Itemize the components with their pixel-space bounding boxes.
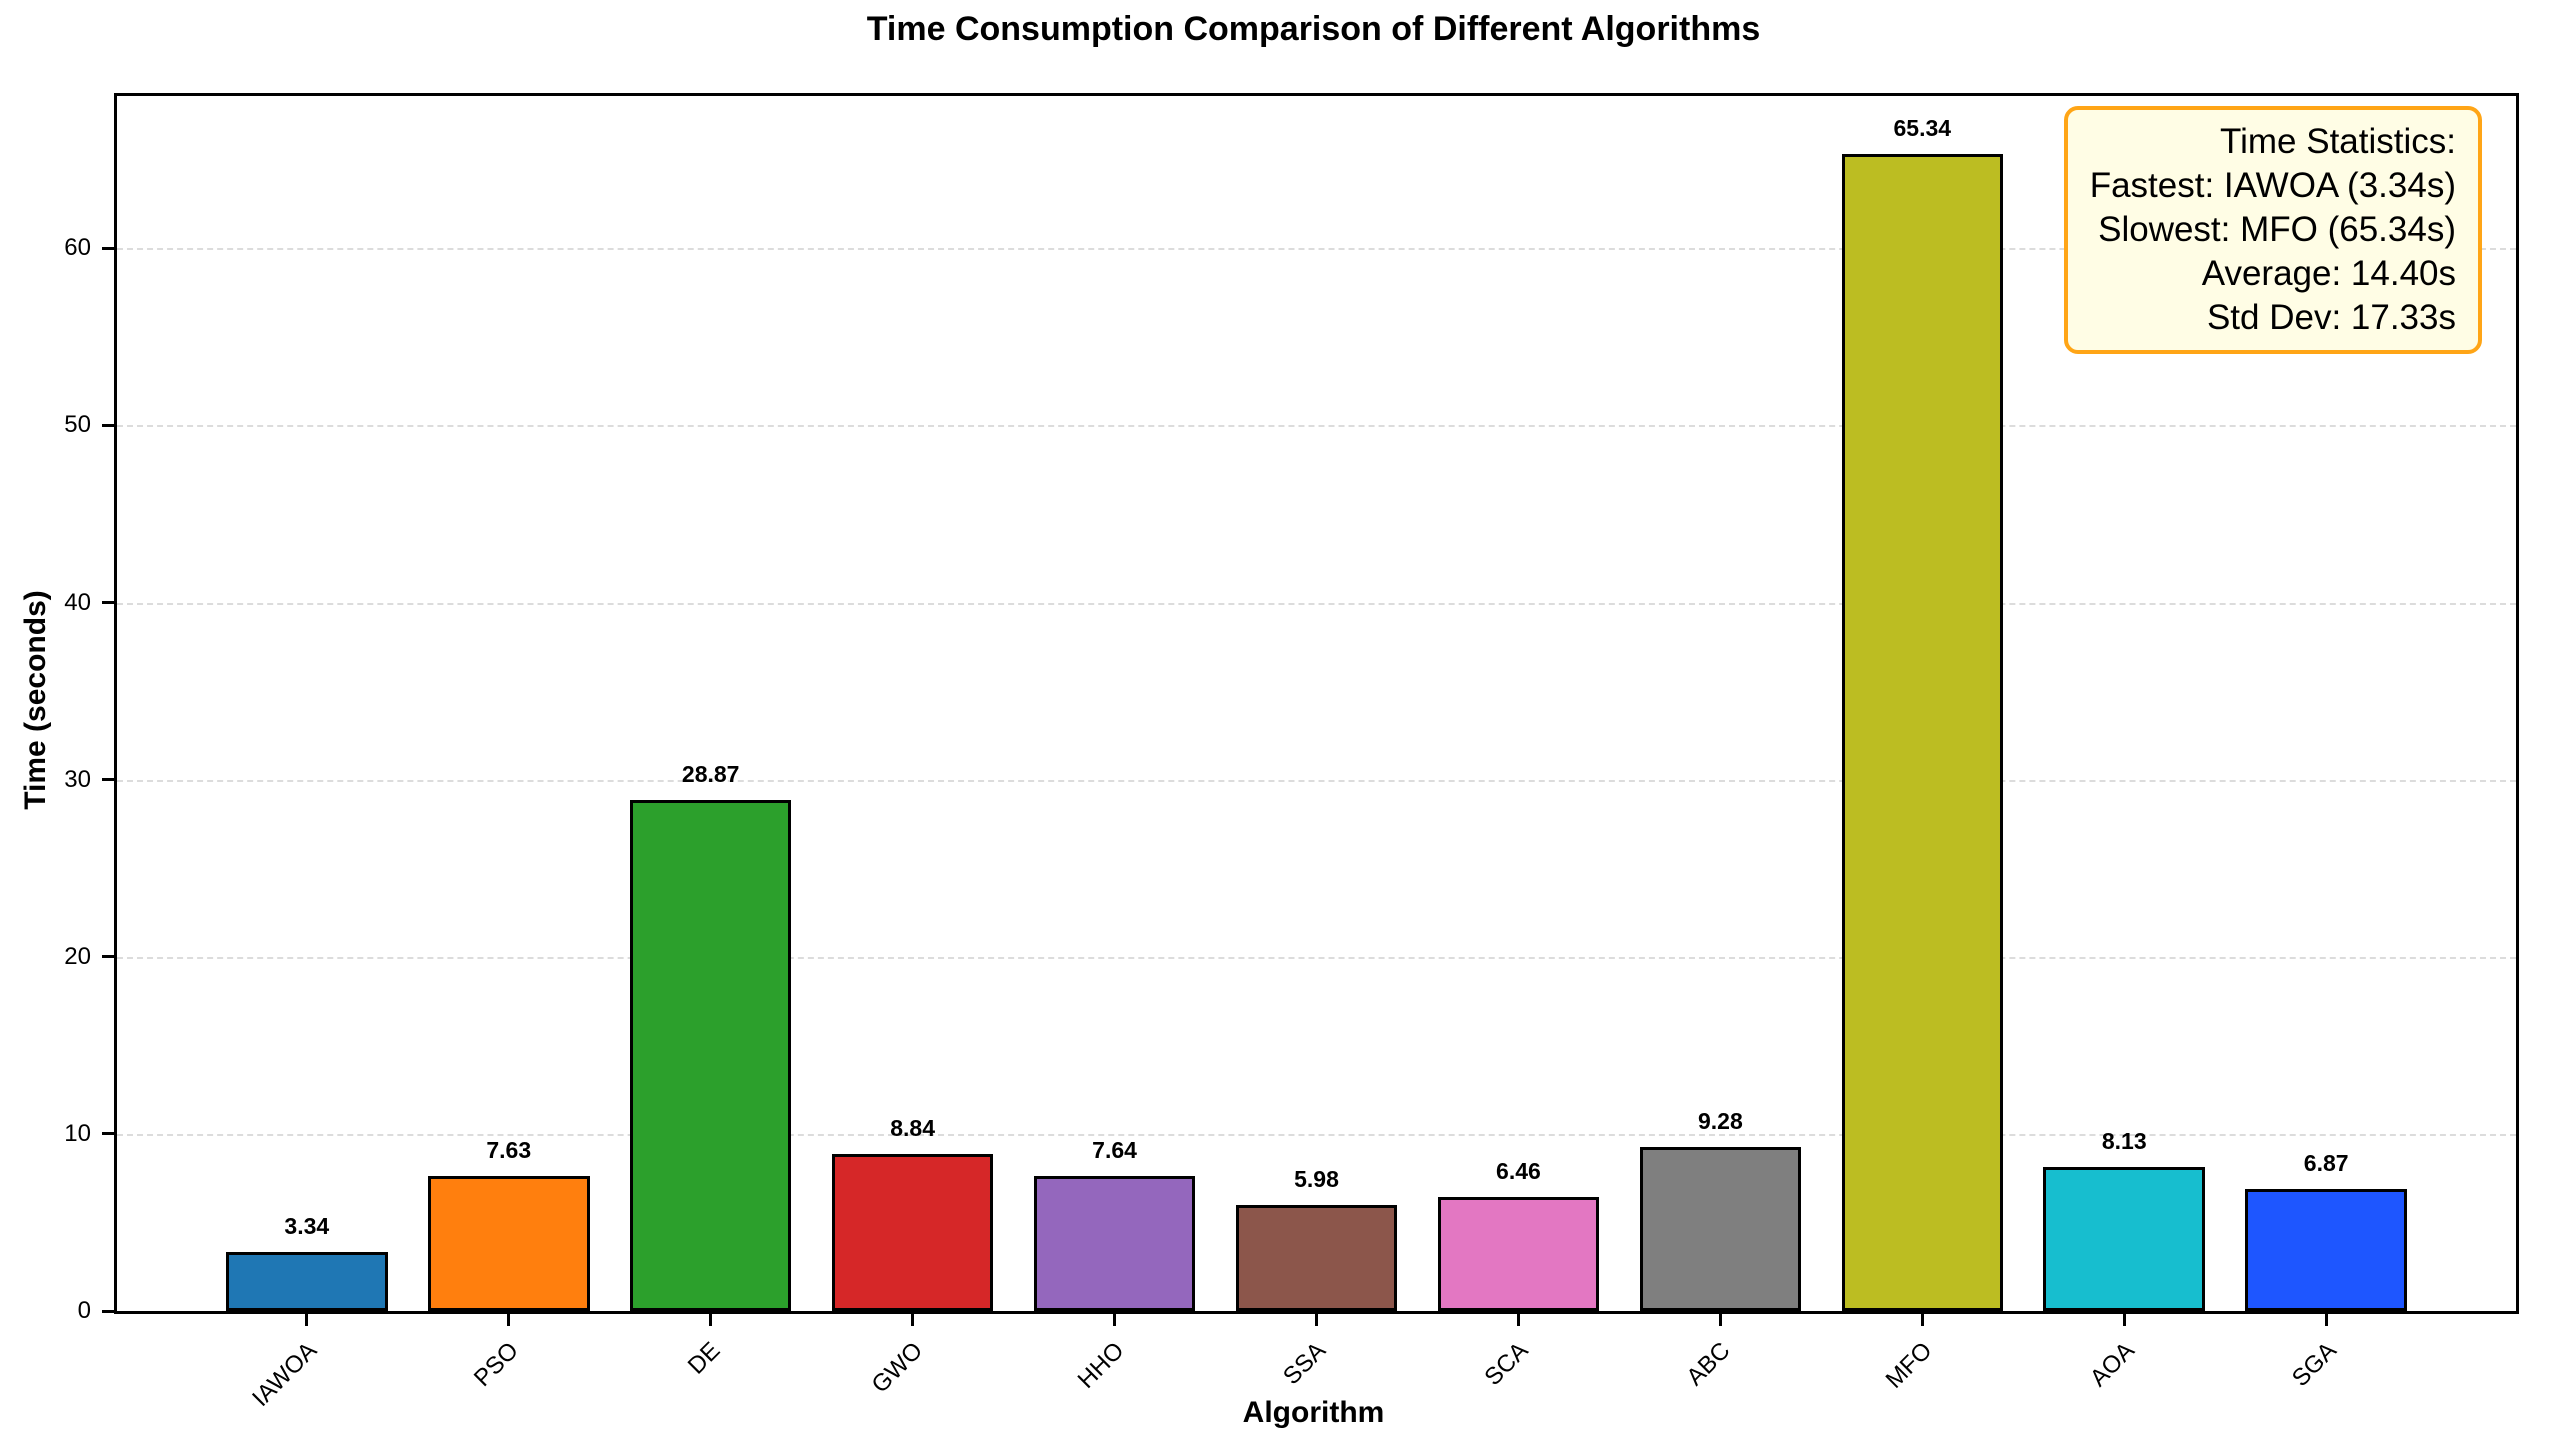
x-tick-label-DE: DE: [683, 1337, 726, 1380]
x-tick-mark: [1315, 1314, 1318, 1326]
gridline-10: [117, 1133, 2516, 1136]
y-tick-mark: [102, 601, 114, 605]
x-tick-mark: [2122, 1314, 2126, 1326]
y-tick-label-10: 10: [64, 1119, 91, 1147]
bar-value-label-ABC: 9.28: [1697, 1107, 1743, 1134]
x-tick-label-HHO: HHO: [1072, 1337, 1130, 1394]
bar-AOA: [2043, 1167, 2206, 1311]
bar-value-label-GWO: 8.84: [890, 1115, 936, 1142]
x-tick-mark: [1718, 1314, 1722, 1326]
bar-value-label-HHO: 7.64: [1092, 1136, 1137, 1163]
x-tick-label-MFO: MFO: [1880, 1337, 1938, 1394]
x-tick-mark: [305, 1314, 309, 1326]
bar-value-label-SSA: 5.98: [1294, 1166, 1339, 1193]
y-tick-label-60: 60: [64, 234, 91, 262]
x-tick-label-ABC: ABC: [1681, 1337, 1736, 1391]
stats-line-0: Time Statistics:: [2220, 122, 2456, 161]
y-tick-mark: [102, 955, 114, 959]
y-tick-label-20: 20: [64, 942, 91, 970]
bar-SCA: [1437, 1196, 1600, 1311]
x-tick-mark: [1920, 1314, 1924, 1326]
bar-value-label-SCA: 6.46: [1496, 1157, 1541, 1184]
y-tick-mark: [102, 1132, 114, 1136]
stats-line-2: Slowest: MFO (65.34s): [2098, 210, 2456, 249]
y-tick-label-50: 50: [64, 411, 91, 439]
chart-title: Time Consumption Comparison of Different…: [866, 10, 1761, 48]
y-tick-mark: [102, 246, 114, 250]
y-tick-mark: [102, 423, 114, 427]
bar-value-label-PSO: 7.63: [486, 1136, 532, 1163]
bar-PSO: [427, 1175, 590, 1311]
y-tick-mark: [102, 1309, 114, 1313]
stats-line-3: Average: 14.40s: [2201, 254, 2456, 293]
bar-value-label-DE: 28.87: [681, 760, 740, 787]
bar-SGA: [2245, 1189, 2407, 1311]
bar-HHO: [1033, 1175, 1196, 1311]
gridline-40: [117, 602, 2516, 605]
x-tick-mark: [709, 1314, 713, 1326]
bar-value-label-SGA: 6.87: [2303, 1150, 2349, 1177]
bar-value-label-MFO: 65.34: [1893, 114, 1952, 141]
bar-DE: [629, 799, 792, 1311]
bar-value-label-AOA: 8.13: [2101, 1128, 2147, 1155]
stats-box: Time Statistics: Fastest: IAWOA (3.34s) Sl…: [2063, 106, 2482, 354]
x-tick-label-SCA: SCA: [1479, 1337, 1534, 1391]
y-tick-label-30: 30: [64, 765, 91, 793]
x-tick-label-SGA: SGA: [2286, 1337, 2342, 1392]
x-tick-mark: [1516, 1314, 1520, 1326]
x-tick-mark: [2324, 1314, 2328, 1326]
plot-area: 3.34 7.63 28.87 8.84 7.64 5.98 6.46 9.28 65.34 8.…: [64, 93, 2519, 1412]
stats-line-1: Fastest: IAWOA (3.34s): [2089, 166, 2456, 205]
stats-line-4: Std Dev: 17.33s: [2206, 298, 2456, 337]
y-axis-label: Time (seconds): [19, 590, 52, 810]
bar-GWO: [831, 1154, 994, 1311]
x-tick-mark: [911, 1314, 915, 1326]
gridline-60: [117, 248, 2516, 251]
bar-MFO: [1841, 153, 2004, 1311]
bar-IAWOA: [226, 1251, 388, 1311]
x-tick-label-SSA: SSA: [1278, 1337, 1332, 1391]
y-tick-label-40: 40: [64, 588, 91, 616]
y-tick-mark: [102, 778, 114, 782]
x-axis-label: Algorithm: [1242, 1396, 1385, 1429]
x-tick-label-PSO: PSO: [468, 1337, 524, 1392]
gridline-30: [117, 779, 2516, 782]
x-tick-label-GWO: GWO: [866, 1337, 928, 1399]
x-tick-mark: [507, 1314, 511, 1326]
y-tick-label-0: 0: [77, 1297, 91, 1324]
bar-SSA: [1235, 1205, 1398, 1311]
gridline-20: [117, 956, 2516, 959]
x-tick-mark: [1113, 1314, 1117, 1326]
bar-value-label-IAWOA: 3.34: [284, 1212, 330, 1239]
bar-ABC: [1639, 1146, 1802, 1311]
x-tick-label-AOA: AOA: [2084, 1337, 2140, 1392]
gridline-50: [117, 425, 2516, 428]
